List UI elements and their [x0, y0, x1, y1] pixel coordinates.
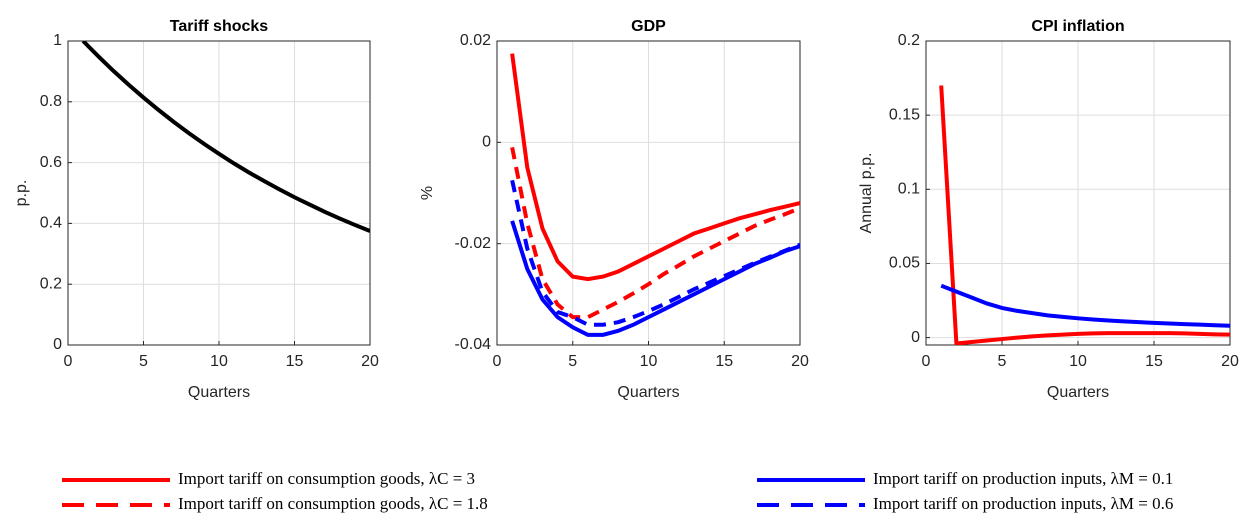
y-axis-label: %: [419, 186, 436, 200]
data-line: [81, 41, 370, 233]
chart-title: GDP: [631, 18, 666, 35]
x-tick-label: 20: [361, 353, 379, 370]
x-tick-label: 20: [791, 353, 809, 370]
x-tick-label: 15: [1145, 353, 1163, 370]
y-tick-label: 0.2: [40, 275, 62, 292]
y-tick-label: 1: [53, 32, 62, 49]
legend-label: Import tariff on consumption goods, λC =…: [178, 469, 475, 488]
legend-label: Import tariff on production inputs, λM =…: [873, 469, 1173, 488]
chart-title: CPI inflation: [1031, 18, 1124, 35]
x-tick-label: 0: [64, 353, 73, 370]
y-tick-label: 0: [911, 329, 920, 346]
y-tick-label: 0.15: [889, 106, 920, 123]
x-tick-label: 10: [210, 353, 228, 370]
x-tick-label: 5: [139, 353, 148, 370]
data-line: [510, 53, 800, 282]
data-line: [939, 85, 1230, 345]
y-tick-label: 0.4: [40, 215, 62, 232]
legend-label: Import tariff on production inputs, λM =…: [873, 494, 1173, 513]
y-tick-label: -0.02: [455, 235, 492, 252]
x-tick-label: 15: [286, 353, 304, 370]
x-tick-label: 5: [998, 353, 1007, 370]
y-tick-label: 0.05: [889, 255, 920, 272]
y-tick-label: 0.1: [898, 181, 920, 198]
y-tick-label: 0.2: [898, 32, 920, 49]
x-tick-label: 15: [715, 353, 733, 370]
axes-box: [496, 40, 801, 346]
y-tick-label: 0.6: [40, 154, 62, 171]
x-tick-label: 10: [1069, 353, 1087, 370]
y-axis-label: p.p.: [13, 180, 30, 207]
axes-box: [67, 40, 371, 346]
x-tick-label: 0: [922, 353, 931, 370]
x-tick-label: 20: [1221, 353, 1239, 370]
y-tick-label: 0: [482, 134, 491, 151]
data-line: [940, 283, 1230, 328]
y-tick-label: -0.04: [455, 336, 492, 353]
x-tick-label: 5: [568, 353, 577, 370]
data-line: [510, 147, 800, 320]
x-axis-label: Quarters: [617, 384, 679, 401]
x-tick-label: 10: [640, 353, 658, 370]
x-axis-label: Quarters: [188, 384, 250, 401]
y-tick-label: 0.8: [40, 93, 62, 110]
y-tick-label: 0: [53, 336, 62, 353]
x-tick-label: 0: [493, 353, 502, 370]
y-tick-label: 0.02: [460, 32, 491, 49]
y-axis-label: Annual p.p.: [858, 153, 875, 234]
x-axis-label: Quarters: [1047, 384, 1109, 401]
data-line: [510, 179, 800, 327]
legend-label: Import tariff on consumption goods, λC =…: [178, 494, 488, 513]
axes-box: [925, 40, 1231, 346]
chart-title: Tariff shocks: [170, 18, 269, 35]
